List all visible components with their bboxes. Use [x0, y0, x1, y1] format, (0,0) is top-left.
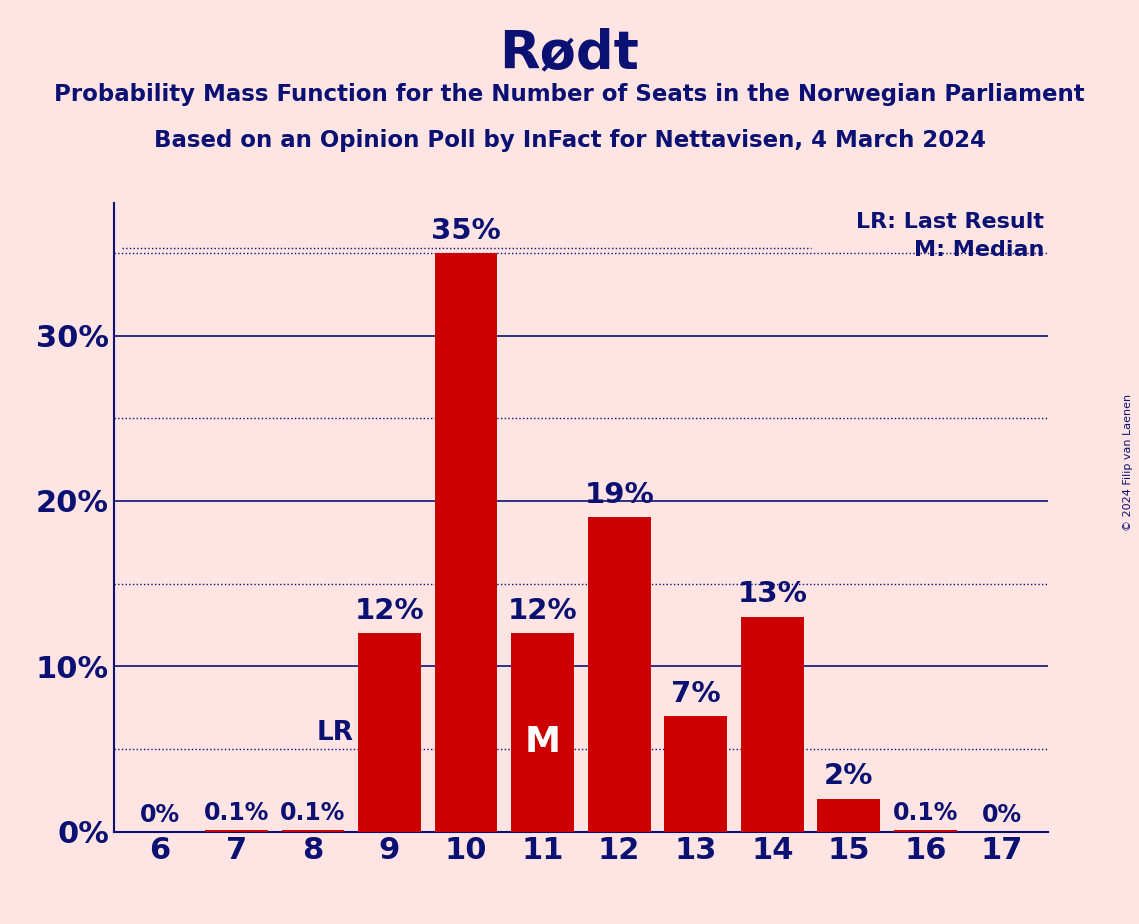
- Text: Probability Mass Function for the Number of Seats in the Norwegian Parliament: Probability Mass Function for the Number…: [55, 83, 1084, 106]
- Bar: [205, 830, 268, 832]
- Text: 0%: 0%: [140, 803, 180, 827]
- Text: 7%: 7%: [671, 679, 721, 708]
- Bar: [435, 253, 498, 832]
- Text: © 2024 Filip van Laenen: © 2024 Filip van Laenen: [1123, 394, 1133, 530]
- Text: 0%: 0%: [982, 803, 1022, 827]
- Text: 12%: 12%: [508, 597, 577, 625]
- Bar: [818, 798, 880, 832]
- Bar: [511, 633, 574, 832]
- Text: M: Median: M: Median: [913, 239, 1044, 260]
- Text: M: M: [525, 725, 560, 760]
- Text: LR: Last Result: LR: Last Result: [857, 212, 1044, 232]
- Bar: [588, 517, 650, 832]
- Bar: [358, 633, 421, 832]
- Text: Based on an Opinion Poll by InFact for Nettavisen, 4 March 2024: Based on an Opinion Poll by InFact for N…: [154, 129, 985, 152]
- Text: 19%: 19%: [584, 481, 654, 509]
- Text: 0.1%: 0.1%: [280, 801, 345, 825]
- Bar: [894, 830, 957, 832]
- Bar: [664, 716, 727, 832]
- Text: 13%: 13%: [737, 580, 808, 608]
- Bar: [281, 830, 344, 832]
- Text: 12%: 12%: [354, 597, 425, 625]
- Text: 0.1%: 0.1%: [204, 801, 269, 825]
- Text: 0.1%: 0.1%: [893, 801, 958, 825]
- Bar: [740, 616, 804, 832]
- Text: 2%: 2%: [825, 762, 874, 790]
- Text: 35%: 35%: [432, 216, 501, 245]
- Text: Rødt: Rødt: [500, 28, 639, 79]
- Text: LR: LR: [317, 720, 354, 746]
